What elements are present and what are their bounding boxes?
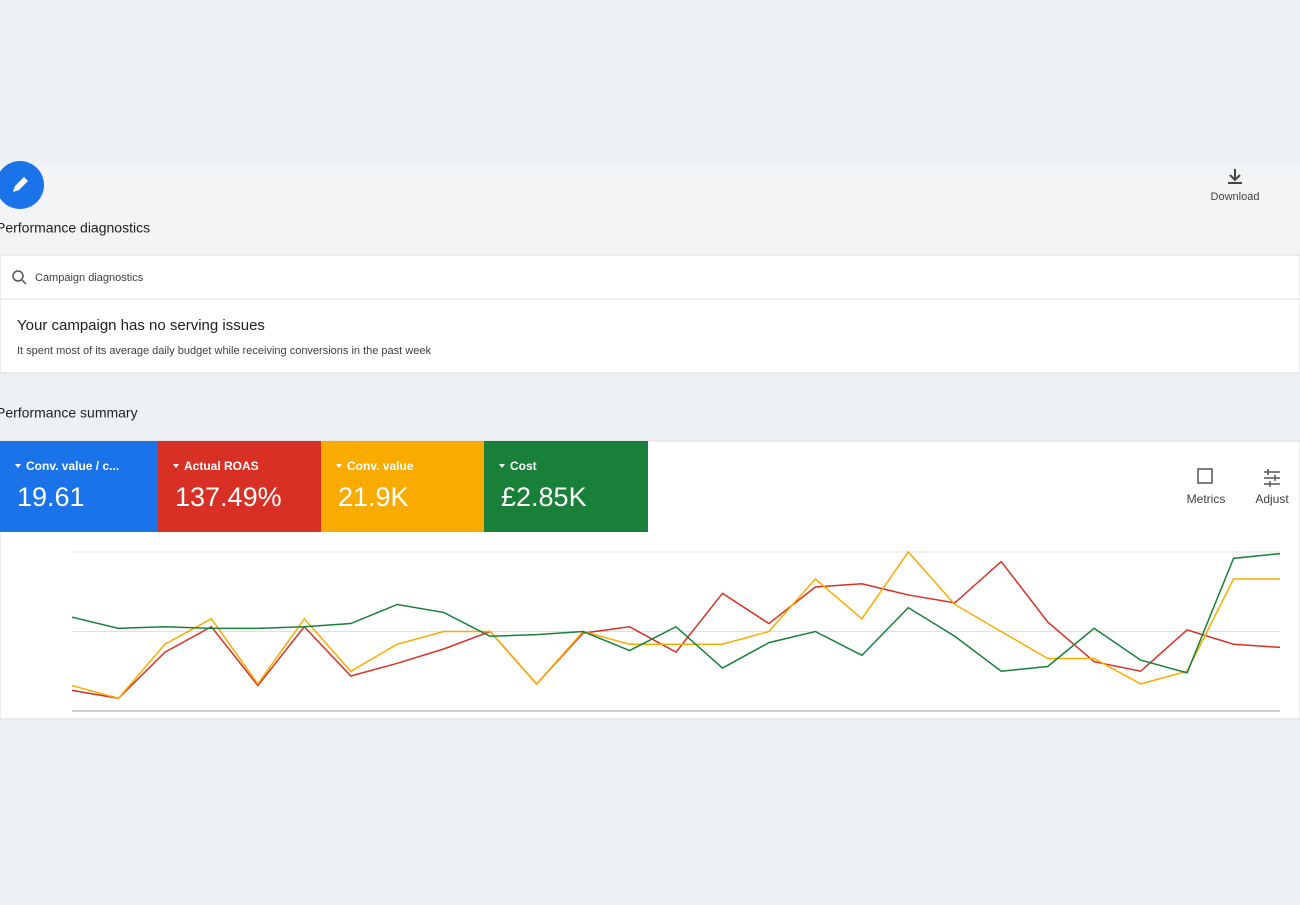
series-line	[71, 552, 1281, 674]
dropdown-arrow	[173, 464, 179, 468]
metrics-button[interactable]: Metrics	[1187, 492, 1226, 506]
download-icon[interactable]	[1228, 169, 1242, 184]
metric-card	[0, 441, 158, 532]
diag-icon	[12, 270, 24, 282]
metric-value: 137.49%	[175, 482, 282, 512]
dropdown-arrow	[15, 464, 21, 468]
series-line	[71, 550, 1280, 700]
metric-label: Actual ROAS	[184, 459, 259, 473]
section-title: Performance diagnostics	[0, 220, 150, 236]
metric-card	[484, 441, 648, 532]
download-label[interactable]: Download	[1211, 191, 1260, 203]
diag-icon	[21, 279, 27, 285]
pencil-icon	[13, 177, 28, 192]
dropdown-arrow	[336, 464, 342, 468]
metric-card	[158, 441, 321, 532]
metric-label: Conv. value / c...	[26, 459, 119, 473]
diag-detail: It spent most of its average daily budge…	[17, 345, 431, 357]
chart	[71, 550, 1281, 712]
adjust-icon[interactable]	[1264, 469, 1280, 487]
dropdown-arrow	[499, 464, 505, 468]
adjust-button[interactable]: Adjust	[1255, 492, 1289, 506]
metric-label: Cost	[510, 459, 537, 473]
diag-tab[interactable]: Campaign diagnostics	[35, 272, 144, 284]
metrics-icon[interactable]	[1197, 468, 1213, 484]
header-band	[0, 165, 1300, 255]
metric-cards: Conv. value / c... 19.61 Actual ROAS 137.49…	[0, 441, 648, 532]
metric-card	[321, 441, 484, 532]
metric-label: Conv. value	[347, 459, 414, 473]
diagnostics-card	[0, 254, 1300, 374]
metric-value: £2.85K	[501, 482, 587, 512]
series-line	[71, 560, 1281, 700]
metric-value: 19.61	[17, 482, 85, 512]
metric-value: 21.9K	[338, 482, 409, 512]
diag-headline: Your campaign has no serving issues	[17, 317, 265, 334]
section-title: Performance summary	[0, 405, 138, 421]
